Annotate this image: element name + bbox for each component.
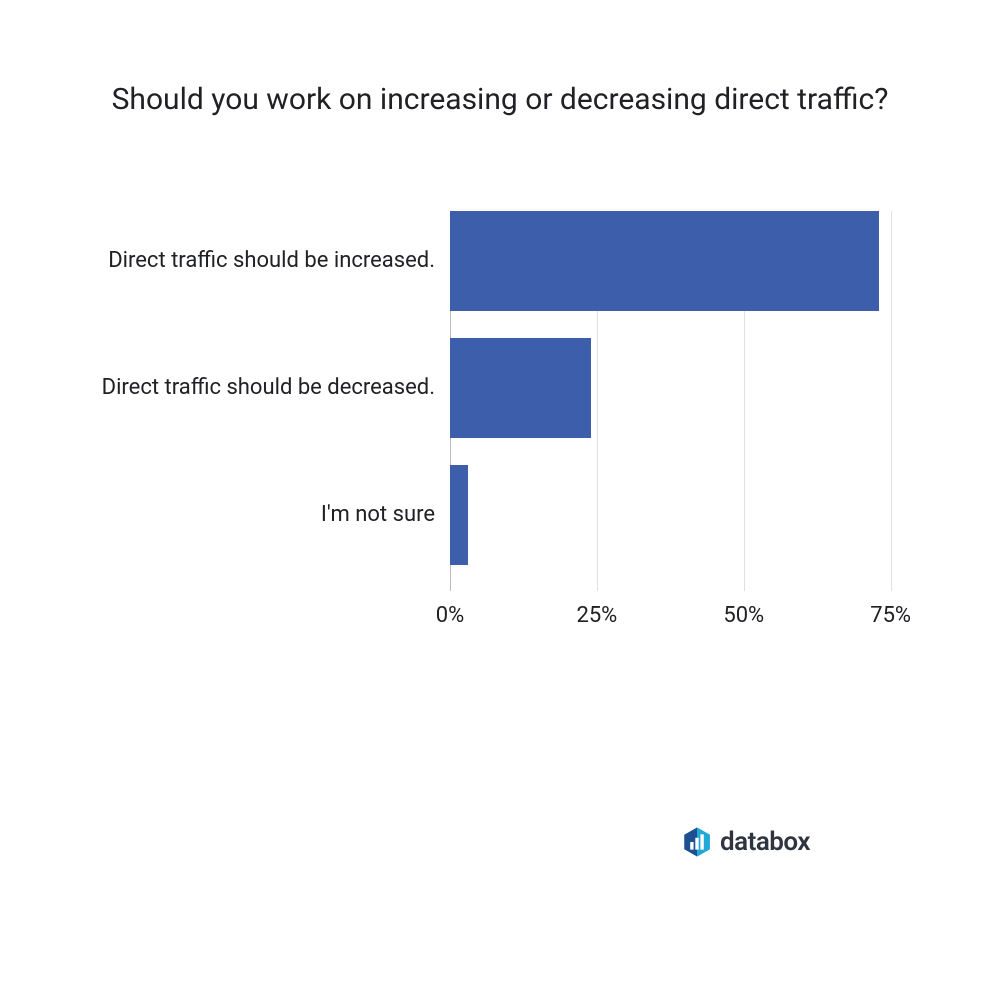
logo: databox <box>680 825 810 859</box>
category-label: Direct traffic should be increased. <box>108 248 435 274</box>
logo-text: databox <box>720 827 810 857</box>
category-label: I'm not sure <box>321 502 435 528</box>
x-tick-label: 50% <box>723 603 764 628</box>
bar <box>450 211 879 311</box>
chart-title: Should you work on increasing or decreas… <box>80 80 920 121</box>
x-tick-label: 75% <box>870 603 911 628</box>
gridline <box>891 211 892 591</box>
chart-area: 0% 25% 50% 75% Direct traffic should be incr… <box>80 211 920 631</box>
plot-area <box>450 211 920 591</box>
category-label: Direct traffic should be decreased. <box>102 375 435 401</box>
x-tick-label: 25% <box>576 603 617 628</box>
chart-container: Should you work on increasing or decreas… <box>80 80 920 631</box>
x-tick-label: 0% <box>436 603 464 628</box>
bar <box>450 465 468 565</box>
bar <box>450 338 591 438</box>
databox-logo-icon <box>680 825 714 859</box>
